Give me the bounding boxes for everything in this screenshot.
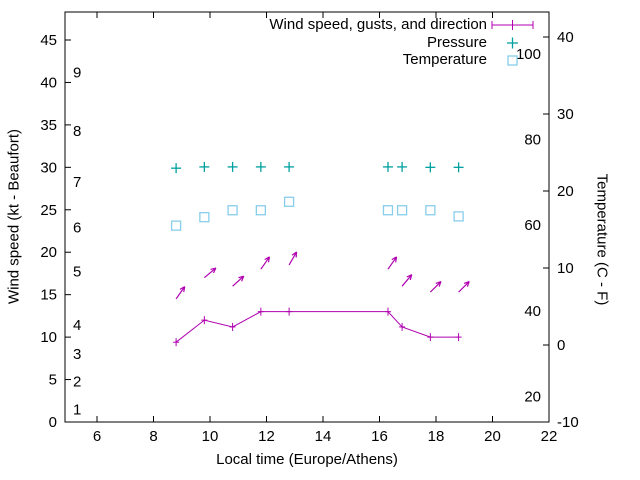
svg-text:20: 20	[524, 388, 541, 405]
y-right-axis-label: Temperature (C - F)	[593, 173, 611, 306]
svg-text:8: 8	[149, 428, 157, 445]
svg-text:40: 40	[524, 303, 541, 320]
svg-text:30: 30	[40, 159, 57, 176]
svg-text:6: 6	[73, 220, 81, 237]
svg-text:16: 16	[371, 428, 388, 445]
svg-text:25: 25	[40, 202, 57, 219]
svg-text:20: 20	[40, 244, 57, 261]
svg-text:45: 45	[40, 32, 57, 49]
svg-text:5: 5	[49, 372, 57, 389]
svg-text:22: 22	[541, 428, 558, 445]
svg-text:20: 20	[484, 428, 501, 445]
svg-text:10: 10	[202, 428, 219, 445]
svg-text:35: 35	[40, 117, 57, 134]
y-left-axis-label: Wind speed (kt - Beaufort)	[5, 128, 23, 305]
svg-text:60: 60	[524, 217, 541, 234]
svg-text:5: 5	[73, 264, 81, 281]
svg-text:40: 40	[557, 29, 574, 46]
svg-text:0: 0	[557, 337, 565, 354]
svg-text:10: 10	[557, 260, 574, 277]
svg-text:20: 20	[557, 183, 574, 200]
svg-text:14: 14	[315, 428, 332, 445]
svg-text:7: 7	[73, 174, 81, 191]
svg-text:9: 9	[73, 64, 81, 81]
legend-item-temperature: Temperature	[402, 51, 487, 68]
svg-text:2: 2	[73, 373, 81, 390]
svg-text:12: 12	[258, 428, 275, 445]
svg-text:10: 10	[40, 329, 57, 346]
x-axis-label: Local time (Europe/Athens)	[216, 451, 398, 468]
svg-text:6: 6	[93, 428, 101, 445]
svg-text:-10: -10	[557, 414, 579, 431]
svg-text:8: 8	[73, 123, 81, 140]
legend-item-wind: Wind speed, gusts, and direction	[269, 16, 487, 33]
svg-text:1: 1	[73, 401, 81, 418]
svg-text:30: 30	[557, 106, 574, 123]
legend-item-pressure: Pressure	[426, 34, 487, 51]
svg-text:3: 3	[73, 346, 81, 363]
svg-text:100: 100	[516, 46, 541, 63]
svg-text:18: 18	[428, 428, 445, 445]
svg-text:80: 80	[524, 132, 541, 149]
svg-text:0: 0	[49, 414, 57, 431]
svg-text:4: 4	[73, 317, 81, 334]
svg-text:40: 40	[40, 74, 57, 91]
svg-text:15: 15	[40, 287, 57, 304]
